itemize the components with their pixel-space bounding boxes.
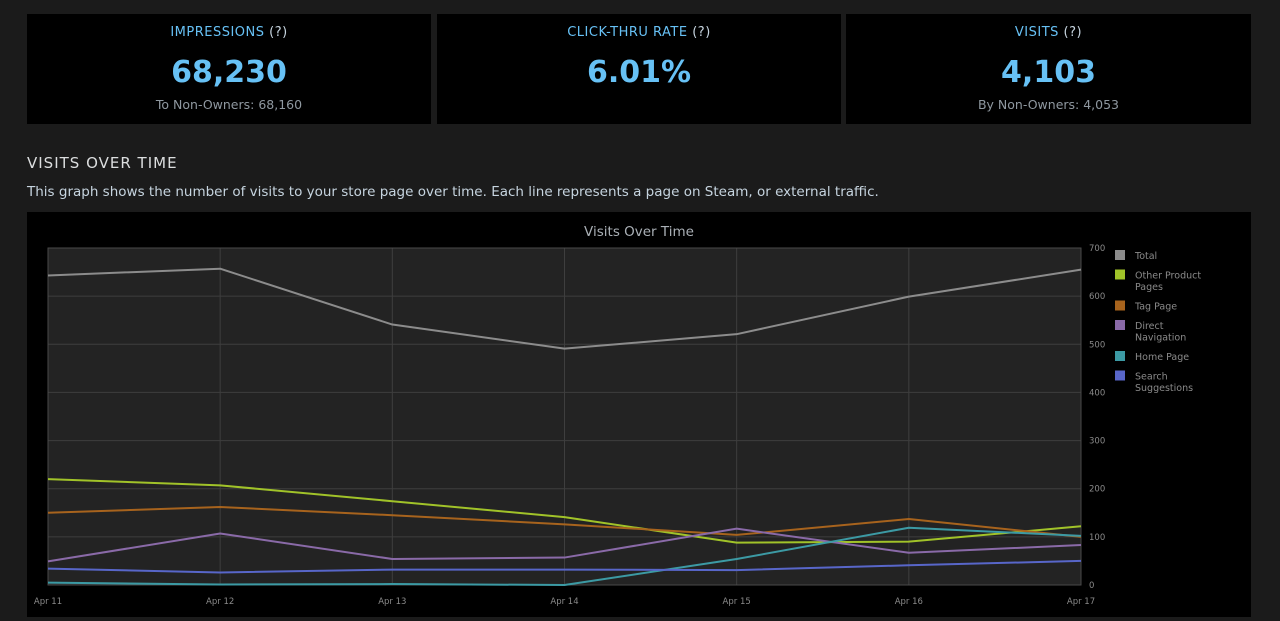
section-description: This graph shows the number of visits to… xyxy=(27,184,879,200)
y-tick-label: 200 xyxy=(1089,485,1105,495)
legend-label-direct-navigation: Direct xyxy=(1135,321,1164,332)
legend-label-total: Total xyxy=(1134,251,1157,262)
ctr-label: CLICK-THRU RATE (?) xyxy=(437,25,841,40)
y-tick-label: 0 xyxy=(1089,581,1094,591)
x-tick-label: Apr 15 xyxy=(723,597,751,607)
impressions-label: IMPRESSIONS (?) xyxy=(27,25,431,40)
series-line-search-suggestions xyxy=(47,559,1082,574)
y-tick-label: 500 xyxy=(1089,340,1105,350)
legend-swatch-other-product-pages xyxy=(1115,269,1125,280)
section-title: VISITS OVER TIME xyxy=(27,154,178,172)
ctr-card: CLICK-THRU RATE (?) 6.01% xyxy=(437,14,841,124)
legend-label-other-product-pages: Pages xyxy=(1135,282,1163,293)
legend-label-home-page: Home Page xyxy=(1135,352,1189,363)
series-line-home-page xyxy=(47,526,1082,586)
impressions-value: 68,230 xyxy=(171,55,287,90)
y-tick-label: 600 xyxy=(1089,292,1105,302)
ctr-help-link[interactable]: (?) xyxy=(692,25,711,40)
legend-label-search-suggestions: Suggestions xyxy=(1135,383,1193,394)
ctr-label-text: CLICK-THRU RATE xyxy=(567,25,688,40)
series-line-direct-navigation xyxy=(47,527,1082,563)
visits-value: 4,103 xyxy=(1001,55,1096,90)
x-tick-label: Apr 11 xyxy=(34,597,62,607)
impressions-label-text: IMPRESSIONS xyxy=(170,25,265,40)
visits-chart-panel: Visits Over Time 0 100 200 300 400 500 600 700 A… xyxy=(27,212,1251,617)
legend-swatch-direct-navigation xyxy=(1115,320,1125,330)
visits-label: VISITS (?) xyxy=(846,25,1251,40)
y-tick-label: 300 xyxy=(1089,437,1105,447)
legend-swatch-tag-page xyxy=(1115,300,1125,311)
visits-label-text: VISITS xyxy=(1014,25,1059,40)
x-tick-label: Apr 13 xyxy=(378,597,406,607)
y-tick-label: 400 xyxy=(1089,388,1105,398)
x-tick-label: Apr 12 xyxy=(206,597,234,607)
x-tick-label: Apr 14 xyxy=(550,597,578,607)
visits-help-link[interactable]: (?) xyxy=(1063,25,1083,40)
x-tick-label: Apr 17 xyxy=(1067,597,1095,607)
visits-card: VISITS (?) 4,103 By Non-Owners: 4,053 xyxy=(846,14,1251,124)
ctr-value: 6.01% xyxy=(586,55,692,90)
impressions-card: IMPRESSIONS (?) 68,230 To Non-Owners: 68… xyxy=(27,14,431,124)
legend-label-tag-page: Tag Page xyxy=(1134,302,1177,313)
y-tick-label: 700 xyxy=(1089,244,1105,254)
series-line-total xyxy=(47,267,1082,350)
stats-row: IMPRESSIONS (?) 68,230 To Non-Owners: 68… xyxy=(27,14,1251,124)
legend-label-search-suggestions: Search xyxy=(1135,372,1168,383)
series-line-other-product-pages xyxy=(47,478,1082,544)
legend-swatch-home-page xyxy=(1115,351,1125,361)
legend-label-direct-navigation: Navigation xyxy=(1135,333,1186,344)
visits-line-chart: 0 100 200 300 400 500 600 700 Apr 11 Apr 12 Apr 13… xyxy=(34,244,1201,607)
y-tick-label: 100 xyxy=(1089,533,1105,543)
chart-title: Visits Over Time xyxy=(584,224,694,240)
impressions-help-link[interactable]: (?) xyxy=(269,25,288,40)
series-line-tag-page xyxy=(47,506,1082,538)
visits-sub: By Non-Owners: 4,053 xyxy=(977,97,1120,112)
x-tick-label: Apr 16 xyxy=(895,597,923,607)
impressions-sub: To Non-Owners: 68,160 xyxy=(155,97,303,112)
legend-swatch-search-suggestions xyxy=(1115,370,1125,381)
legend-label-other-product-pages: Other Product xyxy=(1135,271,1201,282)
legend-swatch-total xyxy=(1115,250,1125,260)
